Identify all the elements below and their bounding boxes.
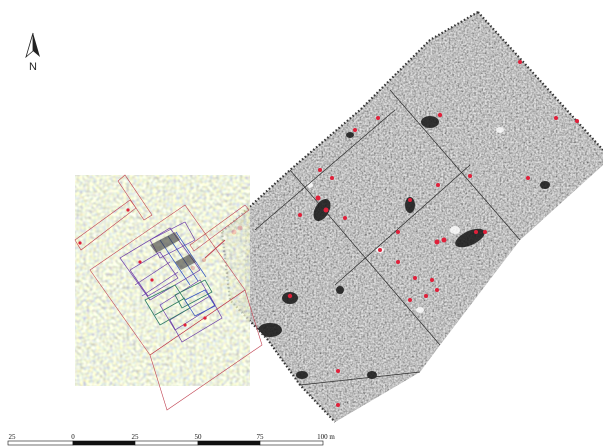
scale-tick-label: 25: [9, 433, 17, 441]
scale-tick-label: 100 m: [317, 433, 335, 441]
anomaly-markers: [191, 60, 579, 407]
scale-tick-label: 75: [257, 433, 265, 441]
scale-tick-label: 50: [195, 433, 203, 441]
survey-grid-lines: [220, 11, 603, 423]
north-arrow-label: N: [29, 61, 37, 73]
scale-bar: 25 0 25 50 75 100 m: [7, 433, 335, 446]
excavation-plan-overlay: [74, 174, 263, 411]
scale-tick-label: 0: [71, 433, 75, 441]
magnetometry-survey-grid: [222, 12, 603, 422]
north-arrow-icon: N: [25, 32, 40, 73]
scale-tick-label: 25: [132, 433, 140, 441]
